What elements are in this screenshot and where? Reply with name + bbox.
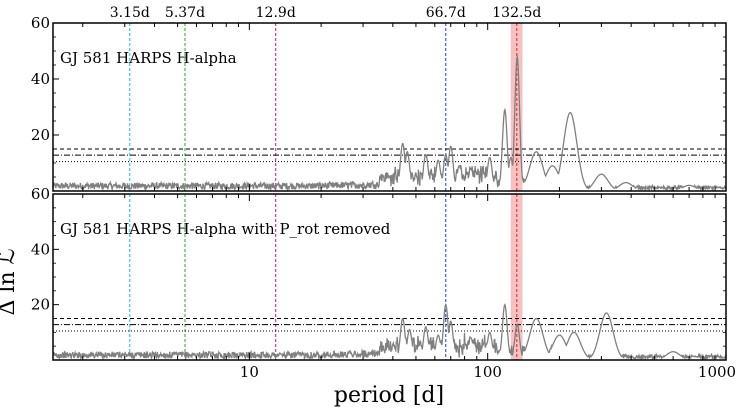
y-tick-label: 20: [31, 296, 50, 314]
y-tick-label: 60: [31, 14, 50, 32]
periodogram-line: [53, 55, 726, 191]
period-marker-label: 66.7d: [426, 5, 466, 21]
x-tick-label: 10: [240, 363, 259, 381]
panel-label: GJ 581 HARPS H-alpha: [60, 49, 237, 67]
period-marker-label: 3.15d: [110, 5, 150, 21]
period-marker-label: 132.5d: [492, 5, 541, 21]
period-marker-label: 5.37d: [165, 5, 205, 21]
period-marker-label: 12.9d: [256, 5, 296, 21]
x-tick-label: 1000: [698, 363, 736, 381]
x-axis: 10 100 1000: [240, 363, 736, 381]
panel-top: 20 40 60 GJ 581 HARPS H-alpha: [31, 14, 727, 192]
panel-frame: [52, 193, 727, 361]
y-tick-label: 40: [31, 70, 50, 88]
x-tick-label: 100: [473, 363, 502, 381]
y-tick-label: 40: [31, 240, 50, 258]
panel-bottom: 20 40 60 GJ 581 HARPS H-alpha with P_rot re…: [31, 185, 727, 361]
y-tick-label: 20: [31, 126, 50, 144]
panel-label: GJ 581 HARPS H-alpha with P_rot removed: [60, 220, 391, 238]
x-axis-label: period [d]: [334, 383, 444, 408]
periodogram-line: [53, 303, 726, 360]
period-marker-labels: 3.15d 5.37d 12.9d 66.7d 132.5d: [110, 5, 542, 21]
rotation-period-band: [510, 23, 523, 191]
y-axis-label: Δ ln ℒ: [0, 249, 20, 316]
y-tick-label: 60: [31, 185, 50, 203]
